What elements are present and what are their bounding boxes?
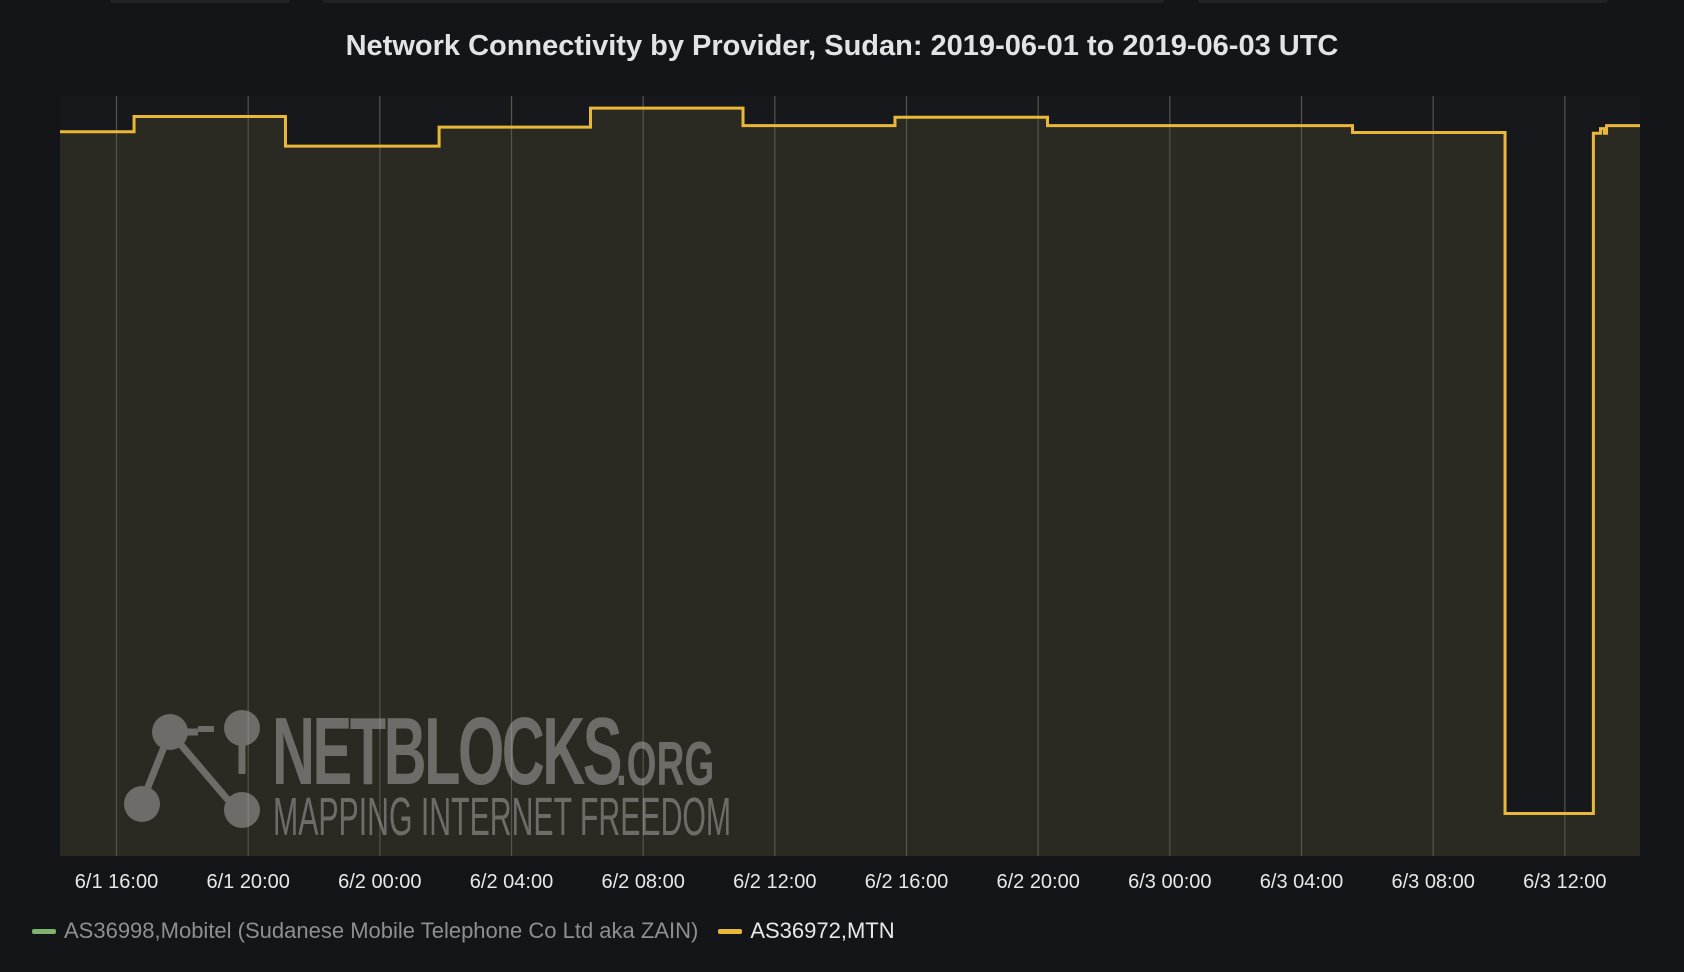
network-nodes-icon — [124, 710, 260, 828]
legend-label-zain: AS36998,Mobitel (Sudanese Mobile Telepho… — [64, 918, 699, 943]
legend-swatch-mtn — [718, 928, 743, 934]
legend-item-zain[interactable]: AS36998,Mobitel (Sudanese Mobile Telepho… — [32, 918, 698, 944]
x-tick-label: 6/3 04:00 — [1260, 871, 1343, 893]
series-area-mtn — [60, 108, 1640, 856]
chart-legend: AS36998,Mobitel (Sudanese Mobile Telepho… — [32, 916, 915, 946]
x-tick-label: 6/3 00:00 — [1128, 871, 1211, 893]
top-panel-edges — [0, 0, 1684, 4]
series-line-mtn — [60, 106, 1640, 815]
x-tick-label: 6/1 16:00 — [75, 871, 158, 893]
x-tick-label: 6/1 20:00 — [206, 871, 289, 893]
legend-item-mtn[interactable]: AS36972,MTN — [718, 918, 895, 944]
watermark-brand: NETBLOCKS — [272, 698, 623, 805]
netblocks-watermark: NETBLOCKS .ORG MAPPING INTERNET FREEDOM — [118, 698, 731, 844]
x-tick-label: 6/2 20:00 — [996, 871, 1079, 893]
legend-label-mtn: AS36972,MTN — [750, 918, 895, 943]
watermark-tagline: MAPPING INTERNET FREEDOM — [273, 787, 732, 847]
legend-swatch-zain — [32, 928, 56, 934]
x-tick-label: 6/2 04:00 — [470, 871, 553, 893]
x-tick-label: 6/2 16:00 — [865, 871, 948, 893]
x-tick-label: 6/2 12:00 — [733, 871, 816, 893]
watermark-suffix: .ORG — [616, 730, 715, 799]
x-tick-label: 6/2 00:00 — [338, 871, 421, 893]
x-tick-label: 6/3 08:00 — [1391, 871, 1474, 893]
x-tick-label: 6/3 12:00 — [1523, 871, 1606, 893]
x-tick-label: 6/2 08:00 — [601, 871, 684, 893]
chart-title: Network Connectivity by Provider, Sudan:… — [345, 30, 1339, 62]
